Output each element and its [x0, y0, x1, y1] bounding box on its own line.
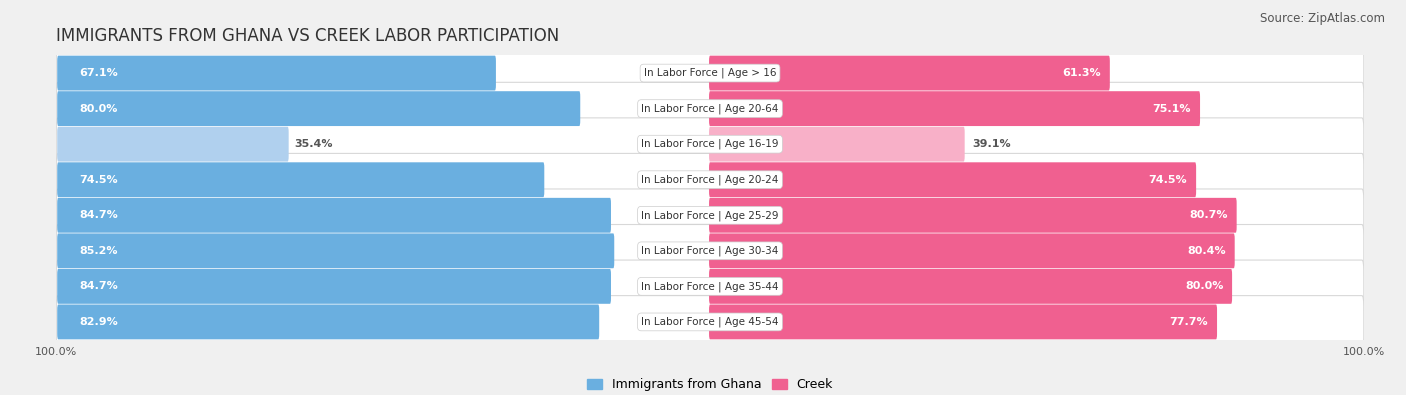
- Text: In Labor Force | Age 25-29: In Labor Force | Age 25-29: [641, 210, 779, 220]
- FancyBboxPatch shape: [56, 189, 1364, 242]
- FancyBboxPatch shape: [58, 127, 288, 162]
- FancyBboxPatch shape: [56, 47, 1364, 100]
- Text: In Labor Force | Age 16-19: In Labor Force | Age 16-19: [641, 139, 779, 149]
- Text: 84.7%: 84.7%: [79, 210, 118, 220]
- Text: 67.1%: 67.1%: [79, 68, 118, 78]
- Text: 61.3%: 61.3%: [1063, 68, 1101, 78]
- Text: 85.2%: 85.2%: [79, 246, 118, 256]
- Text: 77.7%: 77.7%: [1170, 317, 1208, 327]
- FancyBboxPatch shape: [56, 260, 1364, 313]
- FancyBboxPatch shape: [709, 233, 1234, 268]
- FancyBboxPatch shape: [709, 305, 1218, 339]
- FancyBboxPatch shape: [709, 127, 965, 162]
- FancyBboxPatch shape: [56, 153, 1364, 206]
- Text: IMMIGRANTS FROM GHANA VS CREEK LABOR PARTICIPATION: IMMIGRANTS FROM GHANA VS CREEK LABOR PAR…: [56, 27, 560, 45]
- FancyBboxPatch shape: [709, 162, 1197, 197]
- FancyBboxPatch shape: [58, 56, 496, 90]
- Text: 75.1%: 75.1%: [1153, 103, 1191, 114]
- FancyBboxPatch shape: [58, 91, 581, 126]
- Text: 39.1%: 39.1%: [972, 139, 1011, 149]
- Text: In Labor Force | Age 20-64: In Labor Force | Age 20-64: [641, 103, 779, 114]
- Text: In Labor Force | Age 20-24: In Labor Force | Age 20-24: [641, 175, 779, 185]
- Text: 35.4%: 35.4%: [294, 139, 333, 149]
- Text: 74.5%: 74.5%: [1149, 175, 1187, 185]
- FancyBboxPatch shape: [58, 233, 614, 268]
- FancyBboxPatch shape: [56, 82, 1364, 135]
- FancyBboxPatch shape: [709, 269, 1232, 304]
- FancyBboxPatch shape: [58, 305, 599, 339]
- Text: Source: ZipAtlas.com: Source: ZipAtlas.com: [1260, 12, 1385, 25]
- FancyBboxPatch shape: [56, 118, 1364, 171]
- FancyBboxPatch shape: [56, 224, 1364, 277]
- FancyBboxPatch shape: [56, 295, 1364, 348]
- Text: In Labor Force | Age 35-44: In Labor Force | Age 35-44: [641, 281, 779, 292]
- Text: 80.4%: 80.4%: [1187, 246, 1226, 256]
- FancyBboxPatch shape: [58, 269, 612, 304]
- Legend: Immigrants from Ghana, Creek: Immigrants from Ghana, Creek: [582, 373, 838, 395]
- FancyBboxPatch shape: [58, 162, 544, 197]
- FancyBboxPatch shape: [709, 198, 1237, 233]
- Text: 80.0%: 80.0%: [1185, 281, 1223, 292]
- FancyBboxPatch shape: [709, 56, 1109, 90]
- Text: 80.0%: 80.0%: [79, 103, 118, 114]
- Text: 82.9%: 82.9%: [79, 317, 118, 327]
- Text: 84.7%: 84.7%: [79, 281, 118, 292]
- Text: 80.7%: 80.7%: [1189, 210, 1227, 220]
- Text: In Labor Force | Age 45-54: In Labor Force | Age 45-54: [641, 317, 779, 327]
- FancyBboxPatch shape: [709, 91, 1201, 126]
- Text: In Labor Force | Age > 16: In Labor Force | Age > 16: [644, 68, 776, 78]
- Text: In Labor Force | Age 30-34: In Labor Force | Age 30-34: [641, 246, 779, 256]
- Text: 74.5%: 74.5%: [79, 175, 118, 185]
- FancyBboxPatch shape: [58, 198, 612, 233]
